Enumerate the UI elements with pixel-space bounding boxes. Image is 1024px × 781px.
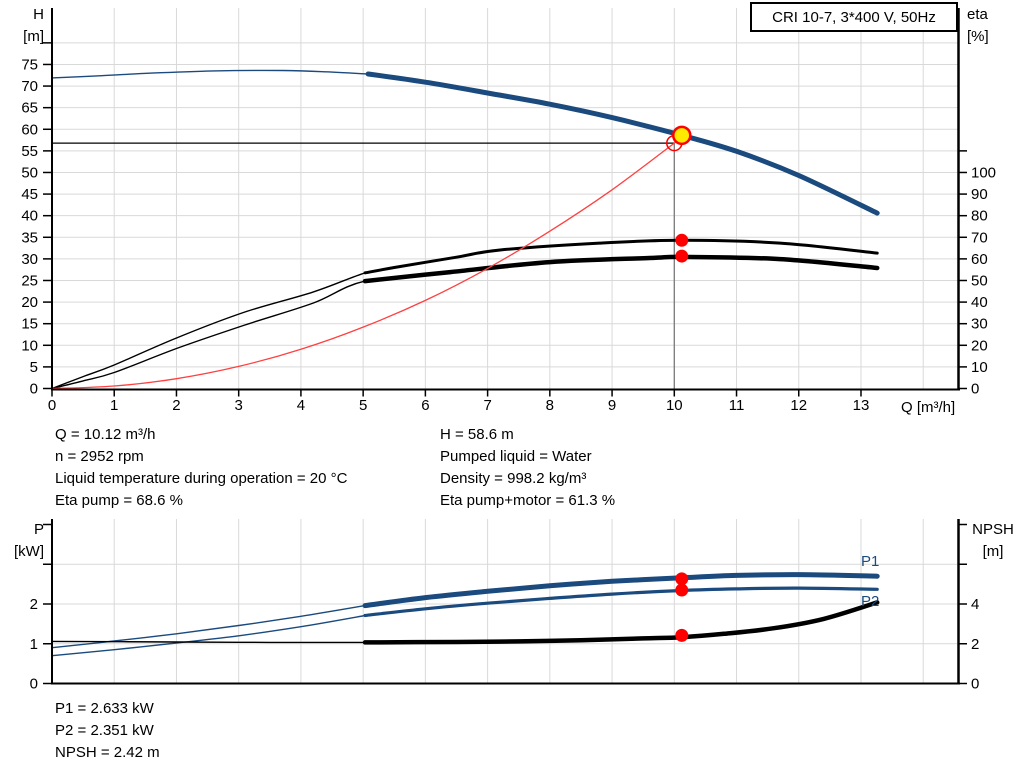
tick-label: 10 [21, 337, 38, 354]
tick-label: 55 [21, 143, 38, 160]
p2-marker [675, 583, 689, 597]
result-p1: P1 = 2.633 kW [55, 700, 154, 717]
result-p2: P2 = 2.351 kW [55, 722, 154, 739]
tick-label: 4 [297, 397, 305, 414]
tick-label: 75 [21, 56, 38, 73]
npsh-curve [362, 600, 880, 645]
tick-label: 20 [21, 294, 38, 311]
p2-curve-label: P2 [861, 593, 880, 610]
operating-point-marker[interactable] [672, 125, 692, 146]
result-npsh: NPSH = 2.42 m [55, 744, 160, 761]
tick-label: 3 [235, 397, 243, 414]
p2-curve [363, 586, 879, 618]
eta-pump-curve-thin [51, 239, 878, 390]
tick-label: 1 [110, 397, 118, 414]
eta-pump-motor-curve [362, 254, 880, 284]
tick-label: 6 [421, 397, 429, 414]
tick-label: 7 [483, 397, 491, 414]
npsh-curve-thin [51, 640, 366, 644]
h-axis-name: H [33, 6, 44, 23]
tick-label: 30 [21, 251, 38, 268]
info-eta-pump-motor: Eta pump+motor = 61.3 % [440, 492, 616, 509]
info-liquid-temp: Liquid temperature during operation = 20… [55, 470, 348, 487]
tick-label: 60 [971, 251, 988, 268]
tick-label: 10 [971, 359, 988, 376]
info-density: Density = 998.2 kg/m³ [440, 470, 587, 487]
q-axis-title: Q [m³/h] [901, 399, 956, 416]
pump-curve-preview [51, 69, 369, 79]
duty-info-left: Q = 10.12 m³/h n = 2952 rpm Liquid tempe… [55, 426, 347, 514]
duty-info-right: H = 58.6 m Pumped liquid = Water Density… [440, 426, 615, 514]
eta-pump-motor-curve-thin [51, 256, 878, 390]
pump-title: CRI 10-7, 3*400 V, 50Hz [772, 8, 936, 26]
eta-pump-curve [363, 238, 879, 275]
results-panel: P1 = 2.633 kW P2 = 2.351 kW NPSH = 2.42 … [55, 700, 160, 766]
npsh-marker [675, 628, 689, 642]
eta-axis-name: eta [967, 6, 988, 23]
info-speed: n = 2952 rpm [55, 448, 144, 465]
pump-curve [365, 71, 880, 216]
npsh-axis-title: NPSH [m] [964, 519, 1022, 563]
h-axis-title: H [m] [2, 4, 44, 48]
eta-pump-motor-marker [675, 249, 689, 263]
tick-label: 0 [971, 381, 979, 398]
tick-label: 65 [21, 100, 38, 117]
tick-label: 9 [608, 397, 616, 414]
npsh-axis-unit: [m] [982, 543, 1004, 560]
npsh-axis-name: NPSH [972, 521, 1014, 538]
tick-label: 0 [30, 676, 38, 693]
tick-label: 20 [971, 337, 988, 354]
tick-label: 4 [971, 596, 979, 613]
info-q: Q = 10.12 m³/h [55, 426, 156, 443]
p-axis-title: P [kW] [2, 519, 44, 563]
tick-label: 0 [30, 381, 38, 398]
tick-label: 35 [21, 229, 38, 246]
tick-label: 2 [971, 636, 979, 653]
tick-label: 2 [172, 397, 180, 414]
tick-label: 40 [971, 294, 988, 311]
tick-label: 60 [21, 121, 38, 138]
p-axis-name: P [33, 521, 44, 538]
tick-label: 10 [666, 397, 683, 414]
tick-label: 0 [48, 397, 56, 414]
tick-label: 80 [971, 208, 988, 225]
tick-label: 13 [853, 397, 870, 414]
tick-label: 15 [21, 316, 38, 333]
pump-title-box: CRI 10-7, 3*400 V, 50Hz [750, 2, 958, 32]
tick-label: 45 [21, 186, 38, 203]
p-axis-unit: [kW] [14, 543, 44, 560]
tick-label: 70 [21, 78, 38, 95]
eta-axis-title: eta [%] [967, 4, 1019, 48]
info-h: H = 58.6 m [440, 426, 514, 443]
p1-marker [675, 572, 689, 586]
info-eta-pump: Eta pump = 68.6 % [55, 492, 183, 509]
tick-label: 50 [21, 164, 38, 181]
tick-label: 5 [30, 359, 38, 376]
system-curve [51, 132, 688, 390]
tick-label: 40 [21, 208, 38, 225]
tick-label: 30 [971, 316, 988, 333]
p2-curve-thin [51, 614, 366, 657]
h-axis-unit: [m] [23, 28, 44, 45]
info-pumped-liquid: Pumped liquid = Water [440, 448, 592, 465]
tick-label: 5 [359, 397, 367, 414]
p1-curve-label: P1 [861, 553, 880, 570]
tick-label: 1 [30, 636, 38, 653]
tick-label: 0 [971, 676, 979, 693]
tick-label: 90 [971, 186, 988, 203]
tick-label: 70 [971, 229, 988, 246]
tick-label: 2 [30, 596, 38, 613]
tick-label: 12 [790, 397, 807, 414]
tick-label: 100 [971, 164, 996, 181]
tick-label: 50 [971, 272, 988, 289]
eta-pump-marker [675, 233, 689, 247]
p1-curve [362, 572, 880, 609]
tick-label: 11 [729, 397, 745, 414]
eta-axis-unit: [%] [967, 28, 989, 45]
tick-label: 8 [546, 397, 554, 414]
tick-label: 25 [21, 272, 38, 289]
